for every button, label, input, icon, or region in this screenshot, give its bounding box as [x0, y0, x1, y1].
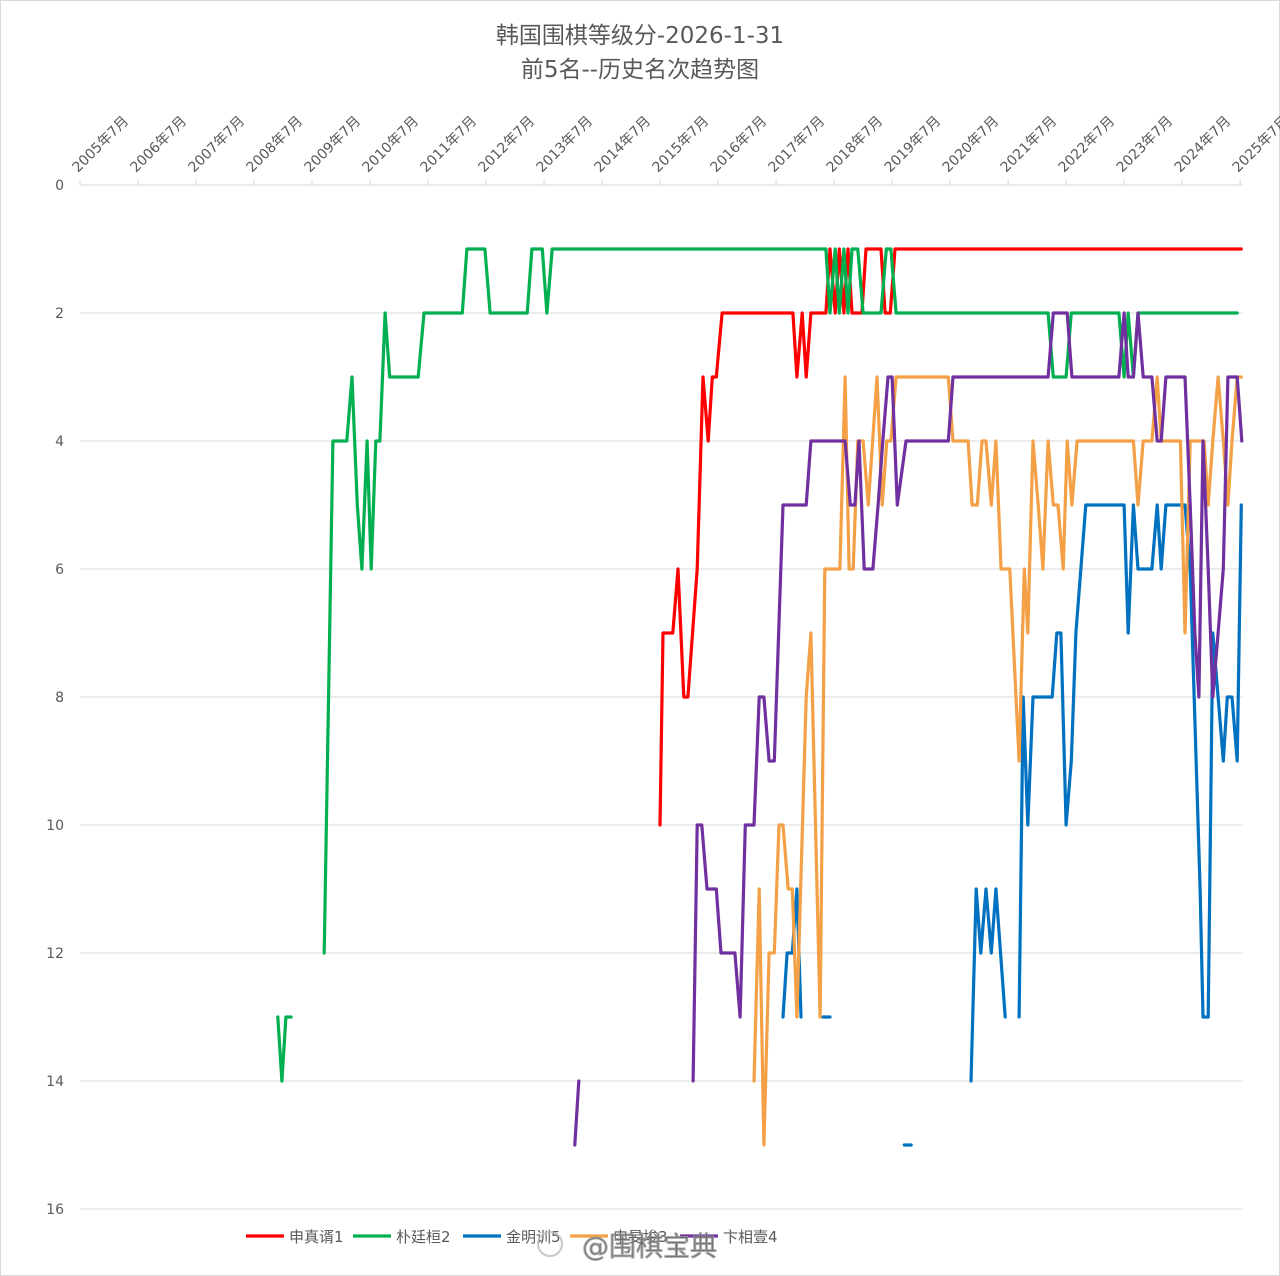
y-tick-label: 16 [46, 1202, 64, 1218]
series-line [573, 311, 1244, 1147]
y-tick-label: 4 [55, 434, 64, 450]
series-line [276, 247, 1239, 1083]
legend-label: 申旻埈3 [613, 1228, 668, 1246]
legend-label: 金明训5 [506, 1228, 561, 1246]
series-line [658, 247, 1243, 827]
y-tick-label: 0 [55, 178, 64, 194]
watermark: @围棋宝典 [582, 1232, 717, 1263]
y-tick-label: 2 [55, 306, 64, 322]
series-line [781, 503, 1243, 1147]
watermark-logo [537, 1231, 563, 1257]
y-tick-label: 12 [46, 946, 64, 962]
y-tick-label: 10 [46, 818, 64, 834]
legend-label: 朴廷桓2 [396, 1228, 451, 1246]
y-tick-label: 14 [46, 1074, 64, 1090]
y-tick-label: 8 [55, 690, 64, 706]
y-tick-label: 6 [55, 562, 64, 578]
chart-title: 韩国围棋等级分-2026-1-31 [496, 23, 784, 49]
series-line [752, 375, 1243, 1147]
legend-label: 申真谞1 [289, 1228, 344, 1246]
legend-label: 卞相壹4 [723, 1228, 778, 1246]
chart-subtitle: 前5名--历史名次趋势图 [521, 57, 759, 83]
